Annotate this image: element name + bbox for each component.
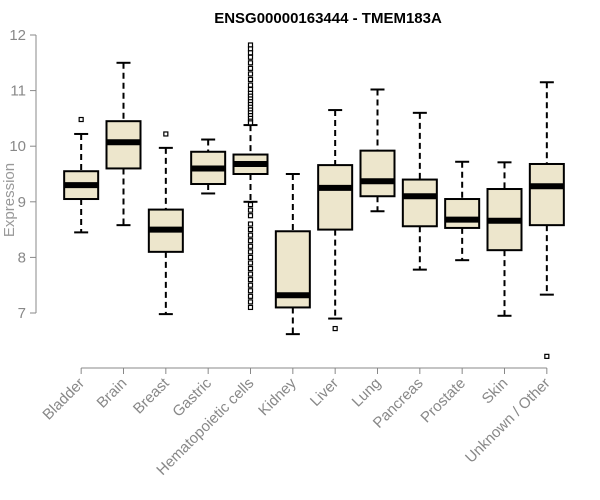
y-axis-label: Expression xyxy=(1,163,18,237)
box-lung xyxy=(359,88,396,213)
box-kidney xyxy=(274,173,311,336)
box-iqr xyxy=(317,164,354,231)
outlier-point xyxy=(247,120,254,126)
box-hematopoietic-cells xyxy=(232,42,269,311)
y-axis: 7 8 9 10 11 12 xyxy=(9,27,37,322)
outlier-point xyxy=(163,131,169,137)
box-iqr xyxy=(401,178,438,228)
box-pancreas xyxy=(401,111,438,271)
x-tick-label: Brain xyxy=(94,375,131,412)
outlier-point xyxy=(247,304,254,311)
outlier-point xyxy=(247,249,254,255)
outlier-point xyxy=(247,277,254,283)
outlier-point xyxy=(78,116,84,123)
outlier-point xyxy=(247,299,254,305)
y-tick-label: 11 xyxy=(10,83,26,100)
outlier-point xyxy=(247,260,254,266)
x-tick-label: Lung xyxy=(349,375,385,411)
outlier-point xyxy=(247,271,254,277)
box-gastric xyxy=(190,138,227,195)
outlier-point xyxy=(247,82,254,88)
outlier-point xyxy=(247,50,254,56)
outlier-point xyxy=(247,65,254,71)
outlier-point xyxy=(247,254,254,260)
chart-title: ENSG00000163444 - TMEM183A xyxy=(214,10,442,27)
box-iqr xyxy=(444,198,481,229)
y-tick-label: 9 xyxy=(18,194,26,211)
box-prostate xyxy=(444,160,481,262)
outlier-point xyxy=(247,221,254,227)
x-tick-label: Breast xyxy=(130,374,173,417)
outlier-point xyxy=(332,325,338,332)
box-breast xyxy=(147,131,184,316)
y-tick-label: 10 xyxy=(9,138,26,155)
box-liver xyxy=(317,109,354,332)
x-tick-label: Liver xyxy=(307,375,342,410)
outlier-point xyxy=(247,265,254,272)
box-skin xyxy=(486,161,523,317)
outlier-point xyxy=(247,207,254,213)
outlier-point xyxy=(247,293,254,299)
box-unknown-other xyxy=(528,81,565,359)
outlier-point xyxy=(247,54,254,60)
outlier-point xyxy=(544,353,550,359)
x-tick-label: Kidney xyxy=(255,374,300,419)
outlier-point xyxy=(247,232,254,238)
box-iqr xyxy=(359,149,396,198)
outlier-point xyxy=(247,227,254,233)
outlier-point xyxy=(247,243,254,249)
outlier-point xyxy=(247,288,254,294)
outlier-point xyxy=(247,282,254,288)
plot-area xyxy=(63,42,565,359)
x-tick-label: Bladder xyxy=(39,375,88,424)
outlier-point xyxy=(247,76,254,83)
x-tick-label: Skin xyxy=(479,375,512,408)
y-tick-label: 7 xyxy=(18,305,26,322)
outlier-point xyxy=(247,201,254,208)
y-tick-label: 12 xyxy=(9,27,26,44)
outlier-point xyxy=(247,213,254,219)
box-bladder xyxy=(63,116,100,234)
x-tick-label: Prostate xyxy=(417,375,469,427)
y-tick-label: 8 xyxy=(18,249,26,266)
box-iqr xyxy=(528,162,565,227)
outlier-point xyxy=(247,71,254,77)
box-brain xyxy=(105,61,142,227)
outlier-point xyxy=(247,238,254,244)
outlier-point xyxy=(247,60,254,66)
